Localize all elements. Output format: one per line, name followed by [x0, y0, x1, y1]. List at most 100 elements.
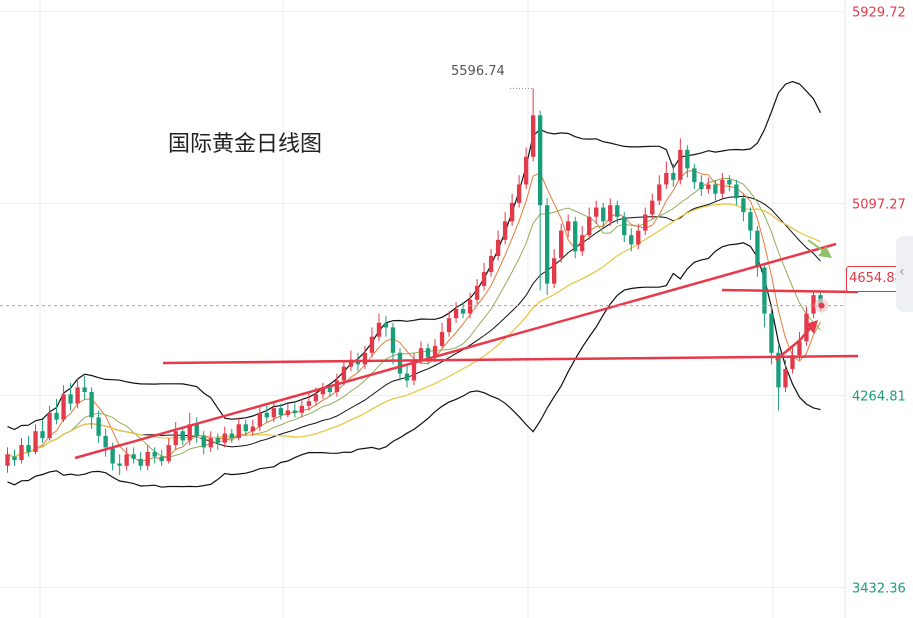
candle-body — [166, 445, 171, 462]
candle-body — [194, 424, 199, 436]
candle-body — [75, 387, 80, 404]
candle-body — [54, 412, 59, 420]
candle-body — [187, 424, 192, 441]
candle-body — [502, 221, 508, 240]
candle-body — [5, 454, 10, 466]
candle-body — [559, 230, 564, 259]
candle-body — [33, 431, 38, 452]
candle-body — [313, 394, 319, 402]
candle-body — [657, 184, 662, 201]
candle-body — [580, 235, 585, 252]
candle-body — [692, 168, 697, 183]
candle-body — [271, 408, 277, 418]
candle-body — [495, 239, 501, 256]
candle-body — [804, 313, 809, 342]
candle-body — [250, 426, 255, 432]
y-tick-label: 5097.27 — [852, 198, 906, 213]
candle-body — [734, 184, 739, 199]
candle-body — [68, 394, 73, 404]
candle-body — [61, 394, 66, 420]
candle-body — [96, 417, 101, 436]
candle-body — [685, 149, 690, 169]
y-tick-label: 3432.36 — [852, 581, 906, 596]
candle-body — [327, 387, 333, 393]
candle-body — [40, 431, 45, 439]
candle-body — [320, 387, 326, 395]
candle-body — [82, 387, 87, 393]
candle-body — [566, 221, 571, 231]
candle-body — [769, 313, 774, 353]
candle-body — [334, 380, 340, 393]
candle-body — [601, 207, 606, 222]
candle-body — [390, 327, 396, 353]
candle-body — [369, 336, 375, 353]
candle-body — [362, 352, 368, 365]
candle-body — [348, 359, 354, 367]
candle-body — [460, 309, 466, 314]
candle-body — [215, 438, 220, 443]
rising-trendline — [74, 242, 837, 460]
candle-body — [509, 202, 515, 222]
candle-body — [446, 318, 452, 333]
candle-body — [720, 179, 725, 194]
ma-long-line — [7, 203, 821, 458]
candle-body — [236, 424, 241, 439]
candle-body — [481, 272, 487, 286]
bollinger-lower-band — [7, 242, 821, 488]
candle-body — [811, 295, 816, 314]
current-price-dot — [818, 302, 825, 309]
candle-body — [159, 456, 164, 462]
side-panel-toggle[interactable]: ‹ — [896, 236, 913, 312]
candle-body — [706, 184, 711, 190]
candle-body — [12, 456, 17, 461]
candle-body — [26, 445, 31, 452]
candle-body — [124, 454, 129, 466]
up-arrow-head — [806, 320, 818, 334]
candle-body — [797, 341, 802, 356]
candle-body — [636, 230, 641, 245]
candle-body — [537, 115, 543, 206]
candle-body — [516, 184, 522, 203]
candle-body — [594, 207, 599, 217]
candle-body — [488, 255, 494, 273]
candle-body — [243, 424, 248, 432]
chevron-left-icon: ‹ — [899, 264, 905, 280]
candle-body — [615, 205, 620, 217]
y-tick-label: 5929.72 — [852, 6, 906, 21]
candle-body — [650, 200, 655, 215]
support-line — [162, 354, 859, 365]
down-arrow-head — [818, 246, 832, 258]
candle-body — [790, 355, 795, 369]
candle-body — [341, 366, 347, 381]
candle-body — [208, 438, 213, 448]
candle-body — [383, 322, 389, 328]
candle-body — [608, 205, 613, 222]
candle-body — [264, 412, 269, 418]
candle-body — [222, 433, 227, 443]
candle-body — [173, 431, 178, 446]
candle-body — [425, 348, 431, 358]
candle-body — [530, 115, 536, 157]
candle-body — [201, 435, 206, 448]
candle-body — [713, 184, 718, 194]
candle-body — [664, 172, 669, 185]
candle-body — [404, 373, 410, 381]
ma-mid-line — [7, 178, 821, 458]
candle-body — [117, 463, 122, 466]
chart-title: 国际黄金日线图 — [168, 132, 323, 157]
candle-body — [453, 309, 459, 319]
candle-body — [439, 332, 445, 346]
bollinger-upper-band — [7, 80, 822, 431]
candle-body — [573, 221, 578, 252]
candle-body — [783, 368, 788, 388]
y-tick-label: 4264.81 — [852, 390, 906, 405]
candle-body — [727, 179, 732, 185]
candle-body — [145, 451, 150, 466]
candle-body — [671, 172, 676, 180]
candle-body — [103, 435, 108, 448]
candle-body — [776, 352, 781, 388]
candle-body — [523, 156, 529, 185]
candle-body — [110, 447, 115, 464]
candle-body — [299, 405, 305, 413]
